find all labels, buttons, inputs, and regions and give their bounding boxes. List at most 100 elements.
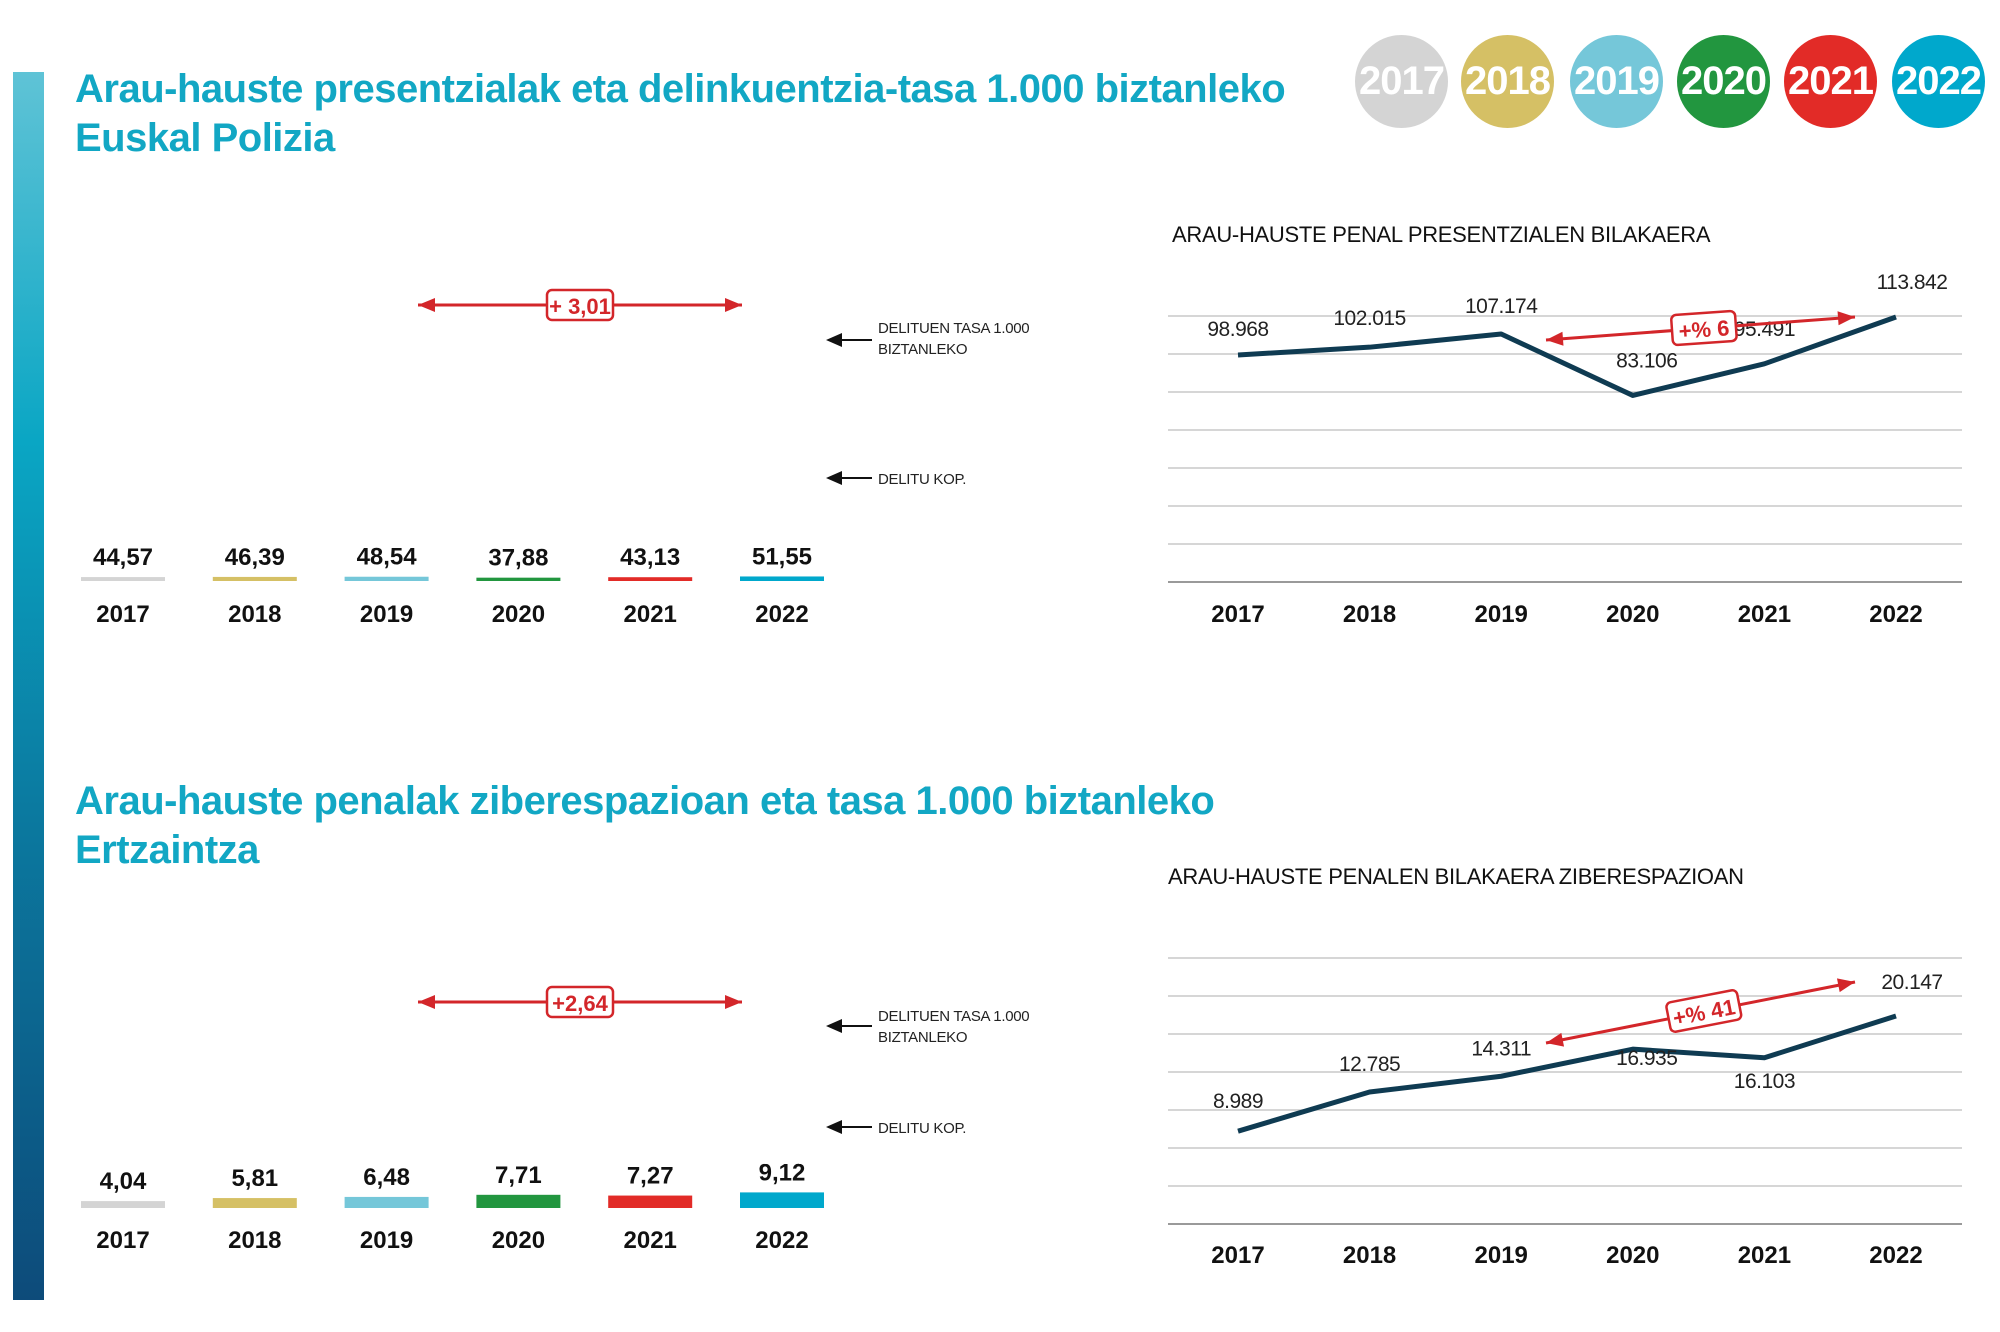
line2-delta-label-group: +% 41 [1665,989,1743,1033]
section1-count-note: DELITU KOP. [878,471,967,488]
bar1-bar-2022 [740,576,824,581]
legend-2022: 2022 [1892,35,1985,128]
line2-value-label-2019: 14.311 [1471,1037,1531,1060]
bar2-delta-arrowhead-end [725,995,742,1009]
line1-title: ARAU-HAUSTE PENAL PRESENTZIALEN BILAKAER… [1172,222,1711,247]
line1-delta-arrowhead-end [1837,311,1855,326]
line1-delta-arrow-line [1545,315,1856,342]
section2-title-line1: Arau-hauste penalak ziberespazioan eta t… [75,779,1215,823]
side-gradient-bar [13,72,44,1300]
line2-value-label-2018: 12.785 [1339,1053,1400,1076]
bar2-count-label-2021: 16.103 [615,1143,685,1169]
bar2-delta-arrowhead-start [418,995,435,1009]
bar1-rate-label-2021: 43,13 [620,544,680,571]
bar1-bar-2018 [212,576,297,581]
bar1-count-label-2020: 83.106 [483,475,553,501]
line2-year-label-2022: 2022 [1869,1242,1922,1269]
bar1-rate-label-2019: 48,54 [357,544,418,571]
legend-2020: 2020 [1677,35,1770,128]
bar2-count-label-2020: 16.935 [483,1143,554,1169]
section1-rate-note: DELITUEN TASA 1.000 BIZTANLEKO [878,318,1030,360]
line2-value-label-2017: 8.989 [1213,1090,1263,1113]
bar1-bar-2017 [81,577,165,581]
bar1-delta-arrowhead-end [725,298,742,312]
bar2-year-label-2019: 2019 [360,1227,413,1254]
bar2-rate-label-2022: 9,12 [759,1159,806,1186]
line2-value-label-2021: 16.103 [1734,1070,1795,1093]
section2-rate-note: DELITUEN TASA 1.000 BIZTANLEKO [878,1006,1030,1048]
section1-title-line1: Arau-hauste presentzialak eta delinkuent… [75,67,1286,111]
section2-title: Arau-hauste penalak ziberespazioan eta t… [75,777,1215,875]
bar1-rate-label-2022: 51,55 [752,543,812,570]
bar2-year-label-2021: 2021 [624,1227,677,1254]
legend-2018: 2018 [1461,35,1554,128]
legend-2019: 2019 [1570,35,1663,128]
bar2-count-label-2022: 20.147 [747,1143,817,1169]
line2-year-label-2018: 2018 [1343,1242,1396,1269]
bar2-rate-label-2019: 6,48 [363,1164,410,1191]
line1-delta-label-group: +% 6 [1670,309,1738,347]
section1-rate-note-line1: DELITUEN TASA 1.000 [878,320,1030,337]
bar2-count-label-2019: 14.311 [352,1143,421,1169]
section2-rate-note-line1: DELITUEN TASA 1.000 [878,1008,1030,1025]
section1-rate-note-line2: BIZTANLEKO [878,341,968,358]
line1-series-line [1237,314,1897,398]
line1-year-label-2019: 2019 [1475,601,1528,628]
bar2-count-label-2017: 8.989 [94,1143,152,1169]
bar1-delta-label-box [545,288,615,322]
line2-value-label-2022: 20.147 [1881,971,1942,994]
section1-title-line2: Euskal Polizia [75,116,335,160]
line2-delta-arrowhead-end [1836,978,1855,993]
bar2-year-label-2018: 2018 [228,1227,281,1254]
section2-count-note: DELITU KOP. [878,1120,967,1137]
legend-2017: 2017 [1355,35,1448,128]
bar2-bar-2022 [740,1192,824,1208]
line2-delta-arrowhead-start [1546,1032,1565,1047]
line2-delta-arrow-line [1545,980,1856,1045]
line1-value-label-2019: 107.174 [1465,295,1538,318]
line2-year-label-2021: 2021 [1738,1242,1791,1269]
bar1-year-label-2022: 2022 [755,601,808,628]
bar2-year-label-2022: 2022 [755,1227,808,1254]
line2-delta-label-box [1665,989,1743,1033]
line1-year-label-2022: 2022 [1869,601,1922,628]
bar2-count-pointer-head [826,1120,842,1134]
line1-value-label-2021: 95.491 [1734,318,1795,341]
bar2-rate-label-2018: 5,81 [231,1165,278,1192]
line1-year-label-2021: 2021 [1738,601,1791,628]
bar1-rate-label-2017: 44,57 [93,544,153,571]
line1-value-label-2018: 102.015 [1333,307,1405,330]
bar1-count-pointer-head [826,471,842,485]
section2-title-line2: Ertzaintza [75,828,259,872]
line1-delta-label-box [1670,309,1738,347]
bar2-bar-2020 [476,1194,561,1208]
bar1-delta-label-group: + 3,01 [545,288,615,322]
line2-year-label-2017: 2017 [1211,1242,1264,1269]
bar1-year-label-2019: 2019 [360,601,413,628]
line2-title: ARAU-HAUSTE PENALEN BILAKAERA ZIBERESPAZ… [1168,864,1744,889]
line1-delta-label: +% 6 [1678,315,1730,343]
bar1-bar-2021 [608,577,693,581]
line2-year-label-2019: 2019 [1475,1242,1528,1269]
line2-series-line [1237,1013,1897,1134]
bar2-bar-2021 [608,1195,693,1208]
line1-value-label-2020: 83.106 [1616,349,1677,372]
bar1-year-label-2020: 2020 [492,601,545,628]
line1-year-label-2017: 2017 [1211,601,1264,628]
bar2-bar-2019 [344,1196,429,1208]
bar2-delta-label-box [545,985,615,1019]
bar2-bar-2017 [81,1201,165,1208]
bar2-delta-label: +2,64 [552,991,608,1016]
bar1-rate-label-2020: 37,88 [488,545,548,572]
bar2-rate-label-2021: 7,27 [627,1163,674,1190]
bar1-count-label-2021: 95.491 [615,475,686,501]
bar2-rate-pointer-head [826,1019,842,1033]
line2-value-label-2020: 16.935 [1616,1047,1677,1070]
line1-delta-arrowhead-start [1546,331,1564,346]
bar1-count-label-2019: 107.174 [345,475,428,501]
line1-value-label-2022: 113.842 [1877,271,1948,294]
bar2-bar-2018 [212,1198,297,1208]
line2-delta-label: +% 41 [1671,994,1738,1031]
bar2-delta-label-group: +2,64 [545,985,615,1019]
